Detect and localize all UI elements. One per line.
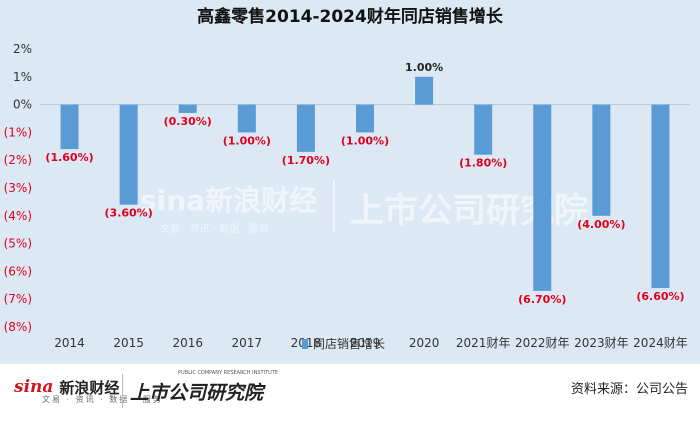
footer: sina 新浪财经 文易 · 资讯 · 数据 · 服务 PUBLIC COMPA…: [0, 364, 700, 424]
x-tick-label: 2024财年: [633, 336, 688, 350]
y-tick-label: (7%): [4, 292, 32, 306]
sina-logo: sina: [14, 377, 54, 397]
data-label: 1.00%: [405, 61, 443, 74]
sina-brand-sub: 文易 · 资讯 · 数据 · 服务: [42, 395, 163, 404]
data-label: (6.70%): [518, 293, 566, 306]
x-tick-label: 2020: [409, 336, 440, 350]
bar: [533, 104, 552, 291]
y-tick-label: 2%: [13, 42, 32, 56]
y-tick-label: 0%: [13, 98, 32, 112]
y-tick-label: (5%): [4, 237, 32, 251]
sina-brand-name: 新浪财经: [59, 378, 120, 397]
bar: [415, 76, 434, 105]
bar: [60, 104, 79, 150]
x-tick-label: 2016: [172, 336, 203, 350]
y-tick-label: (8%): [4, 320, 32, 334]
data-label: (4.00%): [577, 218, 625, 231]
watermark: sina新浪财经 文易 · 资讯 · 数据 · 服务 上市公司研究院: [140, 180, 588, 235]
legend-label: 同店销售增长: [313, 336, 385, 351]
data-labels: (1.60%) (3.60%) (0.30%) (1.00%) (1.70%) (1.00…: [45, 61, 684, 306]
x-axis: 20142015201620172018201920202021财年2022财年…: [54, 336, 687, 350]
bar: [237, 104, 256, 133]
watermark-research: 上市公司研究院: [350, 191, 588, 231]
y-tick-label: (2%): [4, 153, 32, 167]
data-label: (1.00%): [341, 134, 389, 147]
data-label: (1.00%): [223, 134, 271, 147]
watermark-sina: sina新浪财经: [140, 184, 317, 217]
x-tick-label: 2022财年: [515, 336, 570, 350]
data-label: (1.60%): [45, 151, 93, 164]
y-tick-label: (6%): [4, 264, 32, 278]
y-tick-label: (1%): [4, 125, 32, 139]
data-label: (6.60%): [636, 290, 684, 303]
x-tick-label: 2015: [113, 336, 144, 350]
brand-divider: [122, 374, 123, 408]
bar: [356, 104, 374, 133]
y-tick-label: (3%): [4, 181, 32, 195]
x-tick-label: 2017: [232, 336, 263, 350]
bar: [178, 104, 197, 113]
x-tick-label: 2014: [54, 336, 85, 350]
data-label: (1.80%): [459, 157, 507, 170]
watermark-sina-sub: 文易 · 资讯 · 数据 · 服务: [160, 222, 269, 235]
bar-chart: 高鑫零售2014-2024财年同店销售增长 sina新浪财经 文易 · 资讯 ·…: [4, 6, 690, 351]
bar: [651, 104, 670, 289]
data-label: (1.70%): [282, 154, 330, 167]
x-tick-label: 2021财年: [456, 336, 511, 350]
research-brand-en: PUBLIC COMPANY RESEARCH INSTITUTE: [178, 370, 278, 376]
bar: [119, 104, 138, 205]
bar: [592, 104, 611, 216]
research-brand: 上市公司研究院: [130, 382, 264, 404]
data-label: (3.60%): [105, 207, 153, 220]
x-tick-label: 2023财年: [574, 336, 629, 350]
y-tick-label: (4%): [4, 209, 32, 223]
y-axis: 2% 1% 0% (1%) (2%) (3%) (4%) (5%) (6%) (7%) (8%): [4, 42, 690, 334]
bars: [60, 76, 670, 291]
bar: [474, 104, 493, 155]
y-tick-label: 1%: [13, 70, 32, 84]
chart-title: 高鑫零售2014-2024财年同店销售增长: [197, 6, 504, 27]
data-label: (0.30%): [164, 115, 212, 128]
watermark-divider: [333, 180, 335, 232]
bar: [296, 104, 315, 152]
source-note: 资料来源：公司公告: [570, 382, 688, 397]
legend: 同店销售增长: [302, 336, 385, 351]
legend-swatch: [302, 339, 308, 349]
sina-brand: sina 新浪财经: [14, 372, 119, 402]
x-tick-label: 2019: [350, 336, 381, 350]
